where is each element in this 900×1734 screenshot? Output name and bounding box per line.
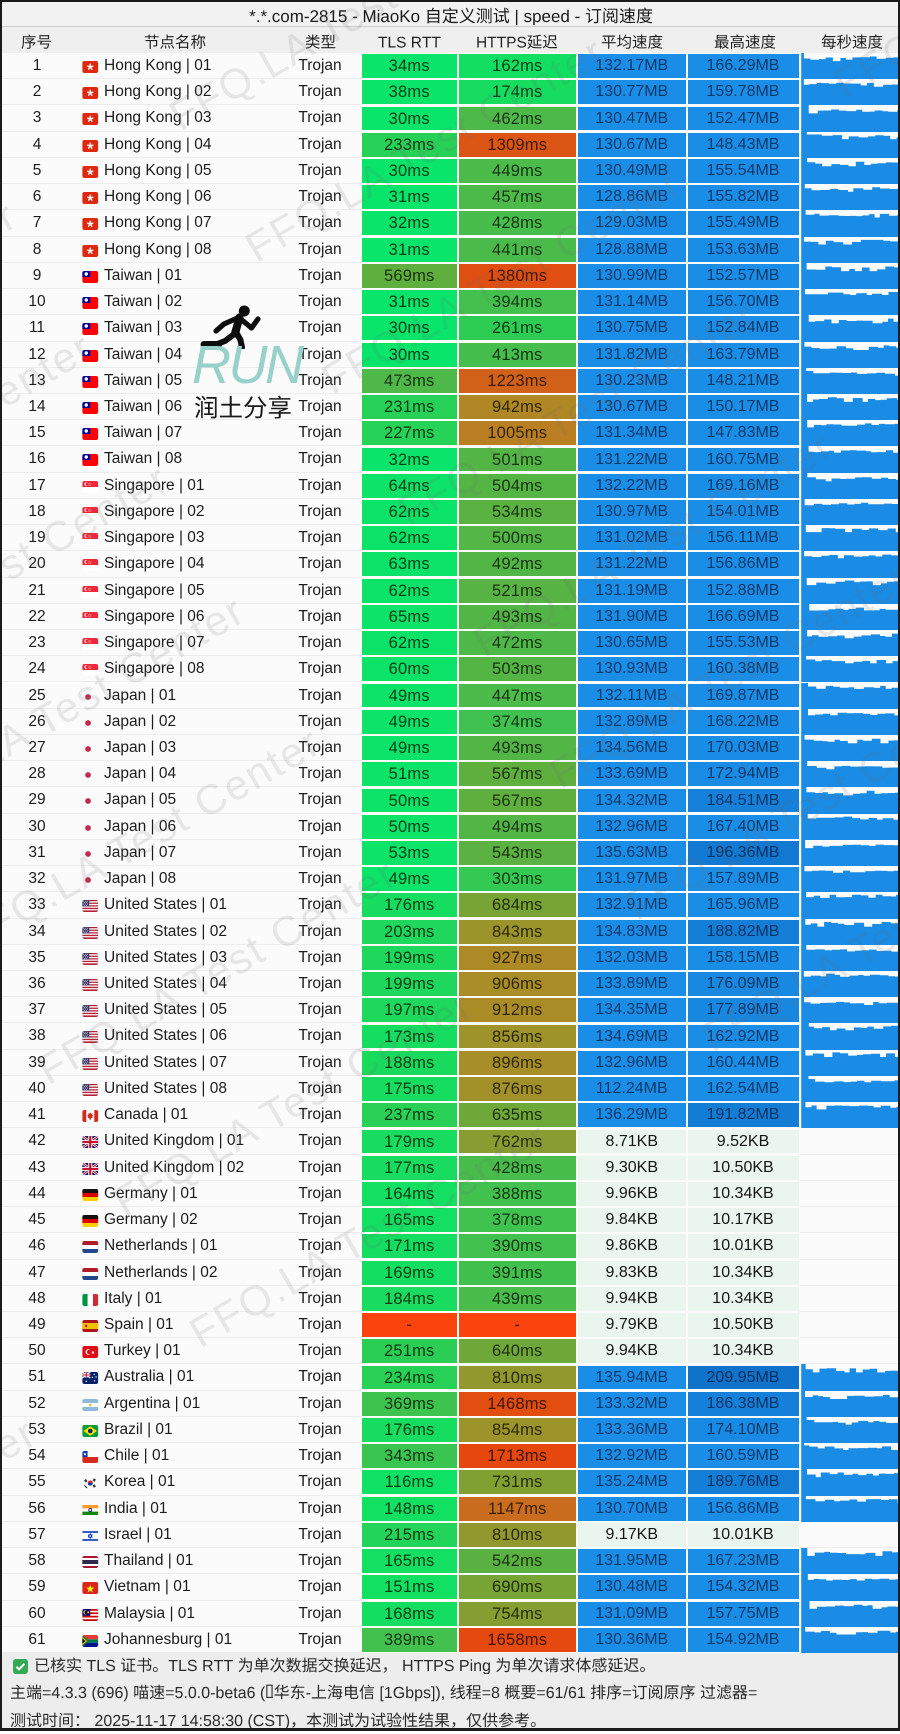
svg-text:RUN: RUN (192, 343, 305, 389)
